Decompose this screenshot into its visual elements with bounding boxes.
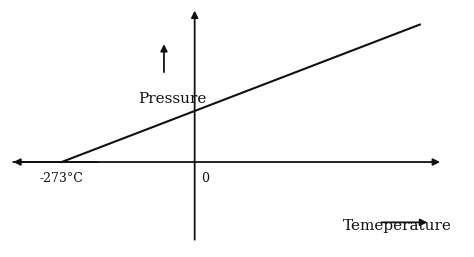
- Text: 0: 0: [201, 172, 209, 185]
- Text: Pressure: Pressure: [138, 92, 207, 106]
- Text: -273°C: -273°C: [40, 172, 83, 185]
- Text: Temeperature: Temeperature: [343, 219, 452, 233]
